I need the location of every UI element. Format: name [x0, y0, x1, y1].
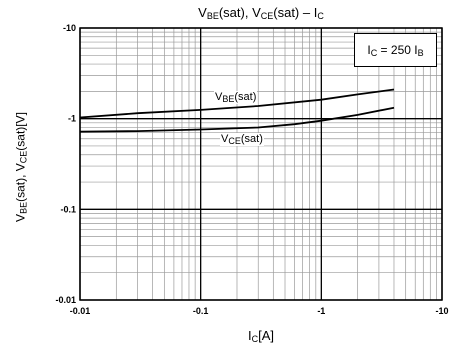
title-part: (sat), V	[218, 5, 261, 20]
title-subscript: CE	[260, 11, 274, 21]
y-label-subscript: CE	[18, 150, 29, 164]
y-tick-label: -0.01	[55, 295, 76, 305]
y-label-subscript: BE	[18, 201, 29, 214]
series-label-subscript: BE	[222, 94, 235, 104]
x-tick-label: -0.01	[70, 306, 91, 316]
title-subscript: BE	[206, 11, 219, 21]
title-subscript: C	[317, 11, 324, 21]
condition-subscript: C	[370, 48, 378, 58]
series-label-part: V	[215, 91, 223, 103]
series-label-vce: VCE(sat)	[220, 133, 264, 146]
series-label-subscript: CE	[228, 136, 241, 146]
series-label-part: V	[221, 133, 229, 145]
y-label-part: V	[13, 213, 28, 222]
x-label-part: [A]	[258, 328, 275, 343]
x-tick-label: -10	[435, 306, 448, 316]
series-line-vbe	[79, 88, 395, 119]
x-axis-label: IC[A]	[80, 328, 442, 344]
x-tick-label: -0.1	[193, 306, 209, 316]
plot-frame	[79, 27, 443, 301]
y-axis-label: VBE(sat), VCE(sat)[V]	[14, 112, 29, 222]
y-tick-label: -0.1	[60, 204, 76, 214]
title-part: (sat) – I	[273, 5, 318, 20]
y-tick-label: -10	[63, 23, 76, 33]
y-label-part: (sat)[V]	[13, 112, 28, 151]
x-label-part: I	[247, 328, 252, 343]
x-tick-label: -1	[317, 306, 325, 316]
condition-part: I	[367, 43, 371, 57]
series-label-vbe: VBE(sat)	[214, 91, 258, 104]
chart-title: VBE(sat), VCE(sat) – IC	[80, 5, 442, 21]
condition-part: = 250 I	[377, 43, 418, 57]
condition-box: IC = 250 IB	[354, 33, 437, 67]
condition-subscript: B	[417, 48, 424, 58]
series-line-vce	[79, 106, 395, 133]
x-label-subscript: C	[251, 334, 259, 344]
title-part: V	[198, 5, 207, 20]
series-label-part: (sat)	[234, 91, 257, 103]
y-tick-label: -1	[68, 114, 76, 124]
series-label-part: (sat)	[240, 133, 263, 145]
y-label-part: (sat), V	[13, 163, 28, 202]
